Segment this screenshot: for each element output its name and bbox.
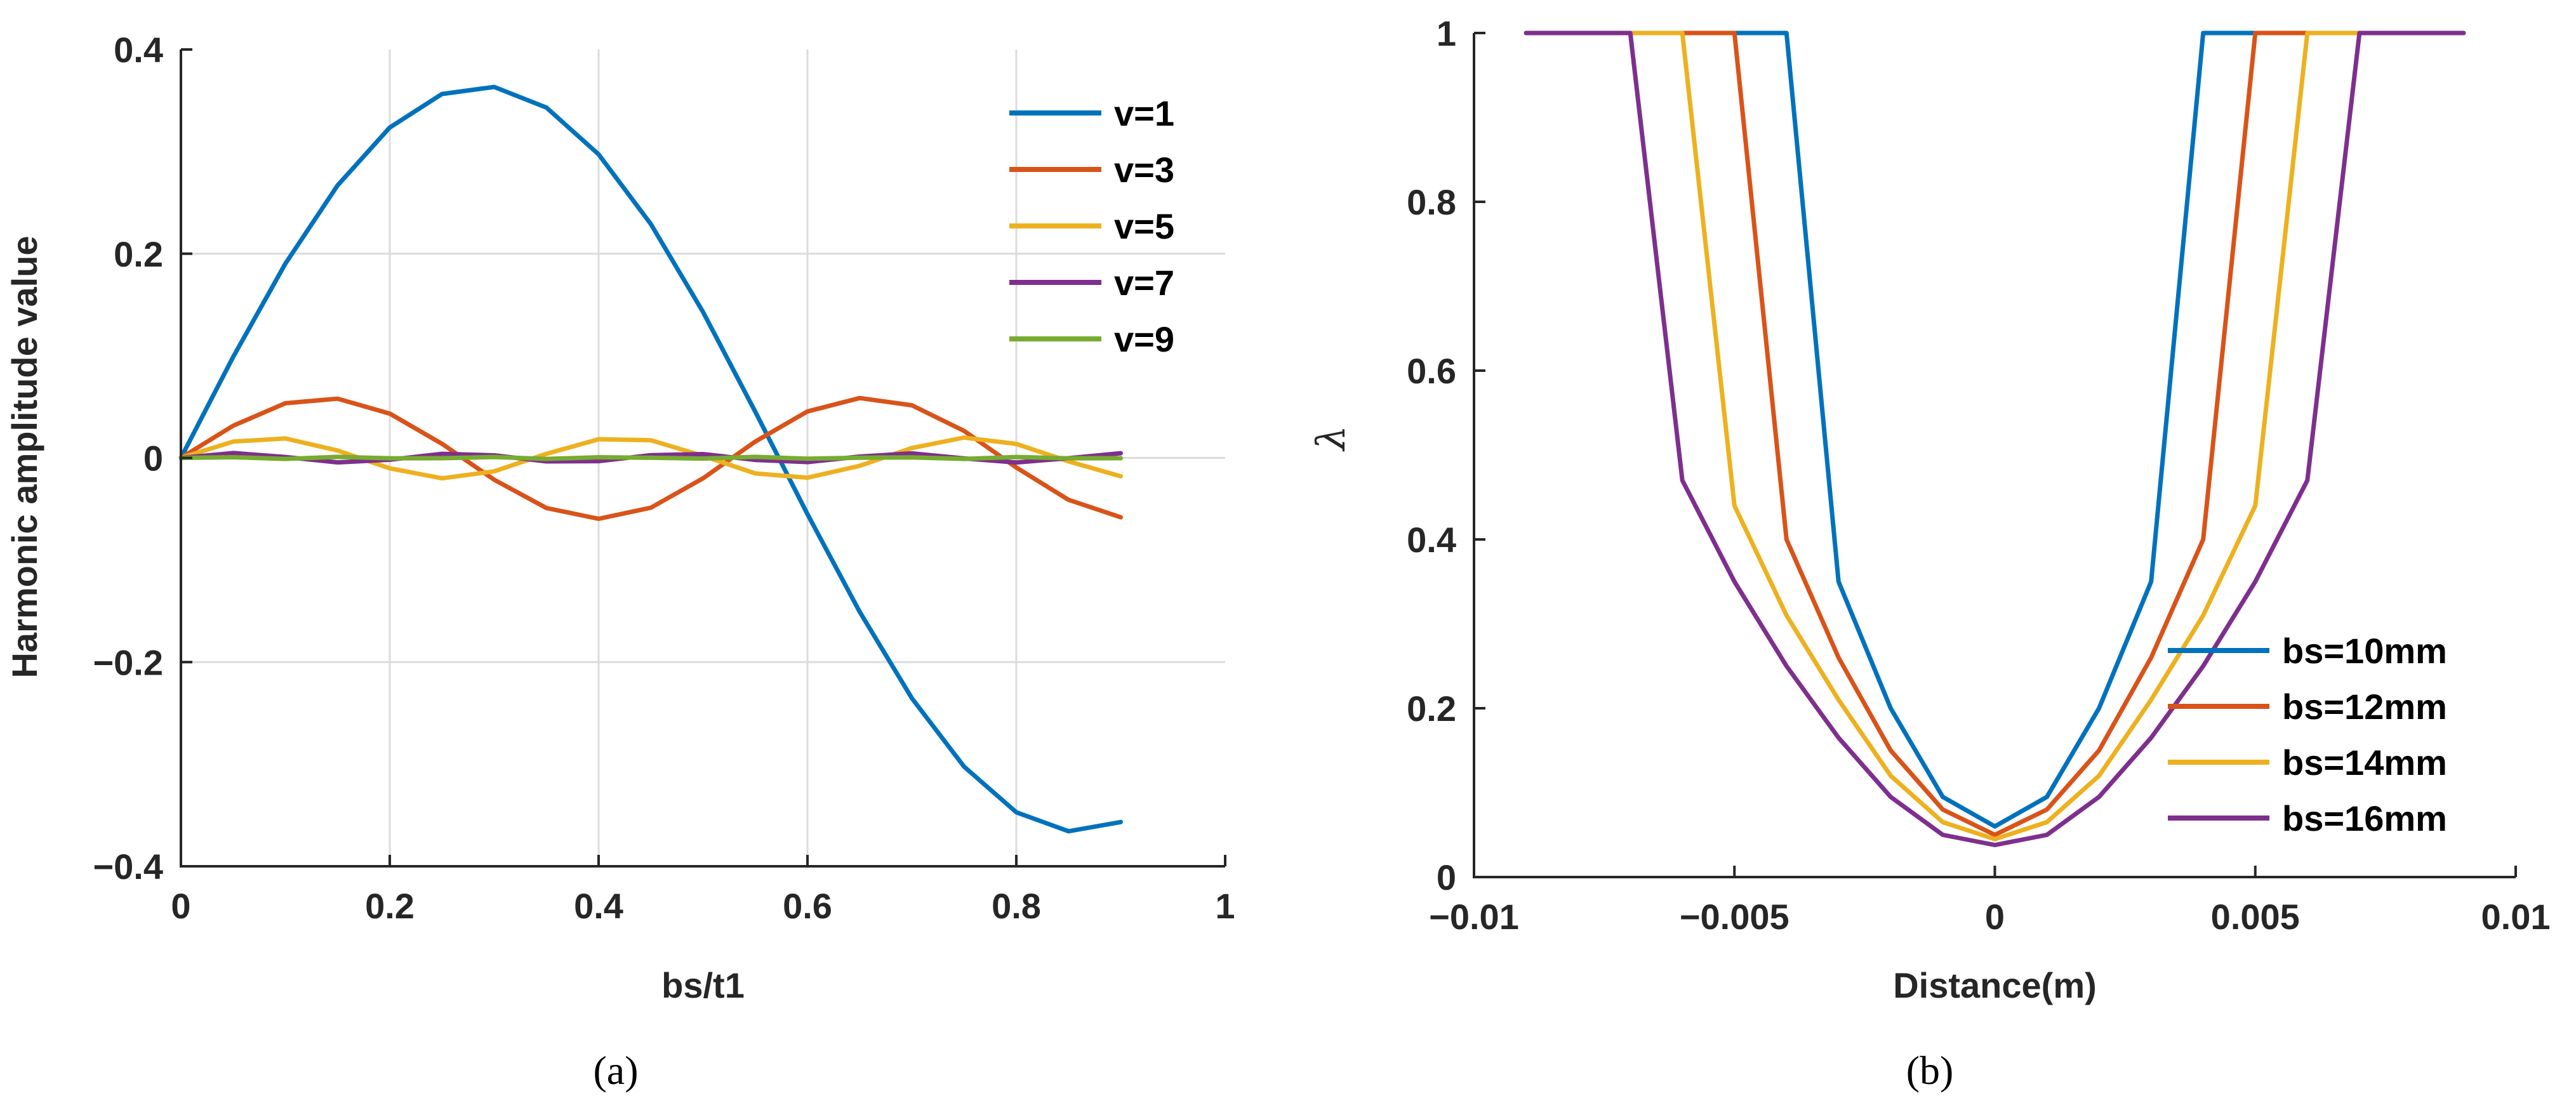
series-line-bs-12mm <box>1524 30 2466 837</box>
legend-label: bs=16mm <box>2282 798 2447 838</box>
x-tick-label: 1 <box>1215 886 1235 926</box>
series-line-v-1 <box>178 84 1123 834</box>
y-axis-label: λ <box>1308 425 1354 452</box>
legend-label: v=5 <box>1114 206 1174 246</box>
series-line-bs-14mm <box>1524 30 2466 842</box>
y-tick-label: 0.2 <box>114 234 163 274</box>
x-tick-label: 0.01 <box>2481 897 2551 937</box>
panel-caption: (b) <box>1906 1048 1954 1093</box>
series-line-bs-16mm <box>1524 30 2466 847</box>
y-tick-label: 0.4 <box>114 30 163 70</box>
x-tick-label: 0.2 <box>365 886 415 926</box>
x-tick-label: 0 <box>171 886 190 926</box>
legend-label: v=9 <box>1114 319 1174 359</box>
x-tick-label: 0.6 <box>783 886 832 926</box>
legend-label: bs=10mm <box>2282 631 2447 671</box>
y-tick-label: 0 <box>1437 857 1456 897</box>
y-tick-label: −0.4 <box>93 847 163 887</box>
x-tick-label: 0.8 <box>992 886 1041 926</box>
legend-label: v=7 <box>1114 263 1174 303</box>
panel-b: −0.01 −0.005 0 0.005 0.01 0 0.2 0.4 0.6 0.8 1 Dista… <box>1308 13 2551 1093</box>
x-tick-label: 0 <box>1985 897 2005 937</box>
x-tick-label: −0.005 <box>1680 897 1789 937</box>
y-tick-label: 0.4 <box>1407 520 1456 560</box>
legend-label: bs=14mm <box>2282 743 2447 783</box>
x-tick-label: 0.005 <box>2211 897 2300 937</box>
y-tick-label: 0.2 <box>1407 689 1456 729</box>
y-tick-label: −0.2 <box>93 642 163 682</box>
y-tick-label: 0 <box>143 439 163 479</box>
series-line-bs-10mm <box>1524 30 2466 829</box>
x-tick-label: 0.4 <box>574 886 623 926</box>
x-tick-label: −0.01 <box>1429 897 1519 937</box>
y-axis-label: Harmonic amplitude value <box>4 235 44 678</box>
series-line-v-9 <box>178 454 1123 461</box>
series-line-v-5 <box>178 435 1123 481</box>
y-tick-label: 0.8 <box>1407 182 1456 222</box>
y-tick-label: 1 <box>1437 13 1456 53</box>
panel-caption: (a) <box>593 1048 638 1093</box>
x-axis-label: Distance(m) <box>1893 965 2097 1005</box>
x-axis-label: bs/t1 <box>661 965 745 1005</box>
legend-label: v=3 <box>1114 150 1174 190</box>
legend-label: bs=12mm <box>2282 687 2447 727</box>
y-tick-label: 0.6 <box>1407 351 1456 391</box>
panel-a: 0 0.2 0.4 0.6 0.8 1 −0.4 −0.2 0 0.2 0.4 bs/t1 Harmon… <box>4 30 1235 1093</box>
series-line-v-3 <box>178 395 1123 521</box>
legend-label: v=1 <box>1114 93 1174 133</box>
